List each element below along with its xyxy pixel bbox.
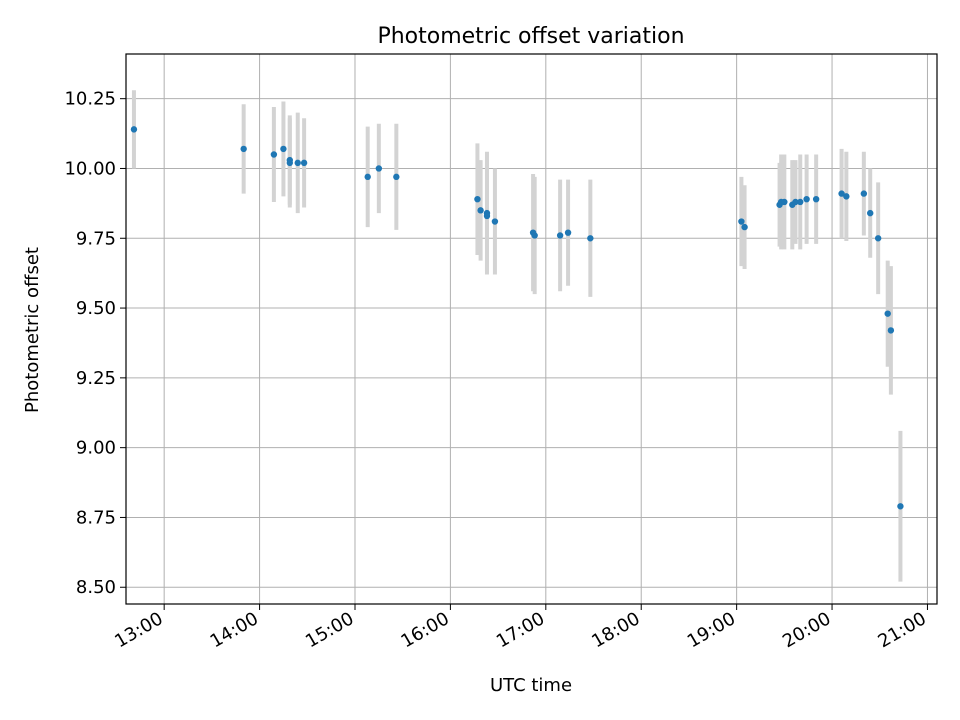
y-axis: 8.50 8.75 9.00 9.25 9.50 9.75 10.00 10.25 bbox=[64, 89, 126, 598]
x-tick-label: 13:00 bbox=[111, 608, 166, 652]
y-tick-label: 10.25 bbox=[64, 89, 116, 110]
y-axis-label: Photometric offset bbox=[22, 247, 43, 413]
x-axis: 13:00 14:00 15:00 16:00 17:00 18:00 19:00 20:00… bbox=[111, 604, 930, 652]
data-point bbox=[280, 145, 287, 153]
data-point bbox=[884, 310, 891, 317]
x-tick-label: 15:00 bbox=[302, 608, 357, 652]
y-tick-label: 9.50 bbox=[76, 298, 116, 319]
data-points bbox=[130, 126, 904, 510]
data-point bbox=[803, 195, 810, 203]
data-point bbox=[531, 232, 538, 239]
data-point bbox=[792, 198, 799, 206]
y-tick-label: 9.75 bbox=[76, 228, 116, 249]
data-point bbox=[393, 173, 400, 181]
data-point bbox=[240, 145, 247, 153]
error-bars bbox=[131, 90, 903, 582]
data-point bbox=[300, 159, 308, 167]
grid bbox=[126, 54, 937, 604]
data-point bbox=[270, 151, 278, 158]
data-point bbox=[741, 223, 748, 231]
x-tick-label: 19:00 bbox=[684, 608, 739, 652]
data-point bbox=[130, 126, 138, 133]
plot-frame bbox=[125, 53, 938, 605]
data-point bbox=[887, 327, 895, 334]
x-axis-label: UTC time bbox=[490, 675, 572, 696]
data-point bbox=[483, 212, 491, 220]
data-point bbox=[738, 218, 745, 225]
data-point bbox=[843, 193, 850, 200]
y-tick-label: 10.00 bbox=[64, 158, 116, 179]
data-point bbox=[286, 159, 293, 167]
data-point bbox=[375, 165, 383, 172]
x-tick-label: 21:00 bbox=[875, 608, 930, 652]
data-point bbox=[364, 173, 371, 181]
x-tick-label: 14:00 bbox=[207, 608, 262, 652]
data-point bbox=[874, 235, 882, 242]
data-point bbox=[294, 159, 301, 167]
data-point bbox=[564, 229, 572, 236]
y-tick-label: 8.50 bbox=[76, 577, 116, 598]
data-point bbox=[838, 190, 845, 197]
data-point bbox=[812, 195, 820, 203]
x-tick-label: 16:00 bbox=[397, 608, 452, 652]
data-point bbox=[474, 195, 481, 203]
x-tick-label: 20:00 bbox=[779, 608, 834, 652]
data-point bbox=[897, 503, 904, 510]
data-point bbox=[867, 209, 874, 217]
y-tick-label: 8.75 bbox=[76, 507, 116, 528]
data-point bbox=[781, 198, 788, 206]
x-tick-label: 17:00 bbox=[493, 608, 548, 652]
chart-title: Photometric offset variation bbox=[377, 24, 684, 49]
data-point bbox=[477, 207, 484, 214]
x-tick-label: 18:00 bbox=[588, 608, 643, 652]
data-point bbox=[556, 232, 564, 239]
y-tick-label: 9.25 bbox=[76, 368, 116, 389]
data-point bbox=[587, 235, 594, 242]
data-point bbox=[797, 198, 804, 206]
data-point bbox=[860, 190, 868, 197]
data-point bbox=[491, 218, 499, 225]
y-tick-label: 9.00 bbox=[76, 438, 116, 459]
